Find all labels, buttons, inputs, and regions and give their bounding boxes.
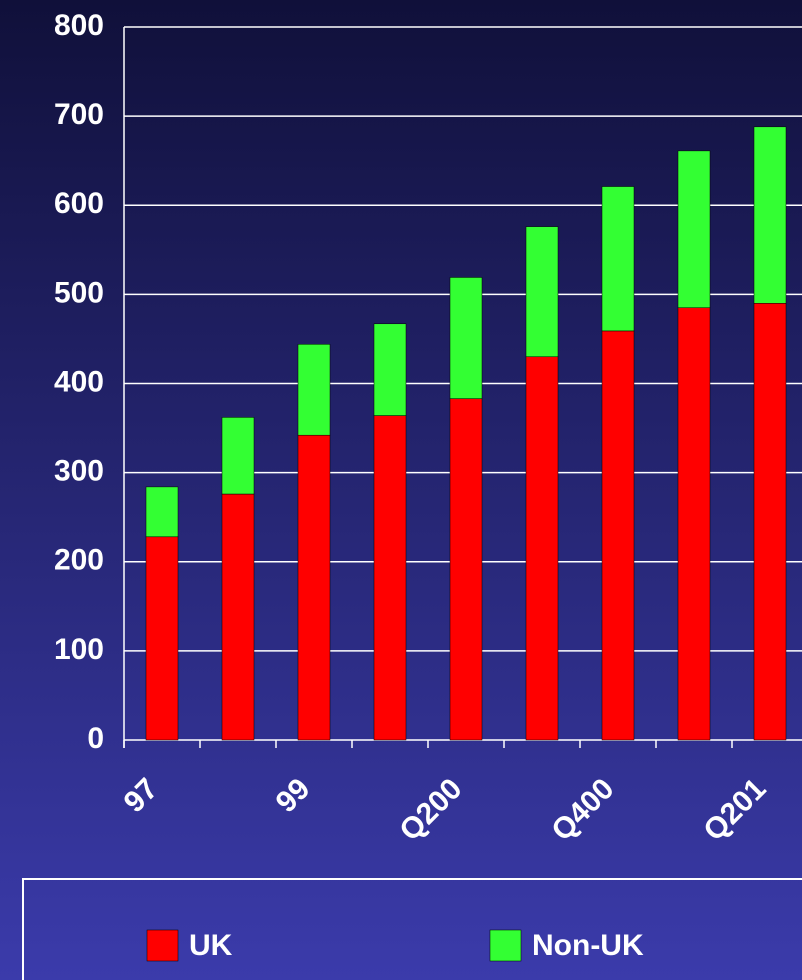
bar-segment	[525, 226, 559, 358]
bar-segment	[601, 330, 635, 741]
y-tick-label: 0	[87, 722, 104, 755]
y-tick-label: 500	[54, 276, 104, 309]
bar-segment	[449, 398, 483, 741]
bar-segment	[221, 493, 255, 741]
bar-segment	[753, 303, 787, 741]
bar-segment	[525, 356, 559, 741]
bar-segment	[297, 344, 331, 436]
bar-segment	[145, 536, 179, 741]
y-tick-label: 700	[54, 98, 104, 131]
legend-box	[22, 878, 802, 980]
bar-segment	[601, 186, 635, 332]
y-tick-label: 600	[54, 187, 104, 220]
legend-label: Non-UK	[532, 929, 644, 962]
bar-segment	[373, 323, 407, 416]
legend-swatch	[489, 929, 522, 962]
legend-label: UK	[189, 929, 233, 962]
bar-segment	[677, 150, 711, 308]
bar-segment	[145, 486, 179, 538]
legend-swatch	[146, 929, 179, 962]
bar-segment	[753, 126, 787, 304]
y-tick-label: 100	[54, 633, 104, 666]
y-tick-label: 300	[54, 455, 104, 488]
y-tick-label: 200	[54, 544, 104, 577]
y-tick-label: 400	[54, 365, 104, 398]
y-tick-label: 800	[54, 9, 104, 42]
bar-segment	[373, 415, 407, 741]
bar-segment	[221, 417, 255, 495]
bar-segment	[297, 434, 331, 741]
bar-segment	[677, 307, 711, 741]
bar-segment	[449, 277, 483, 399]
